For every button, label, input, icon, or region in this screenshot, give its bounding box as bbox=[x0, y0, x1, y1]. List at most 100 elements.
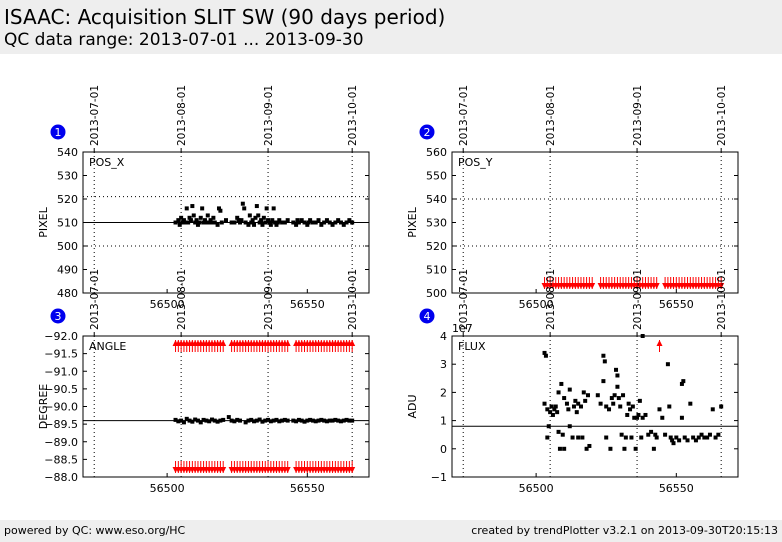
data-point bbox=[188, 218, 193, 223]
data-point bbox=[685, 438, 690, 443]
x-tick-label: 56500 bbox=[150, 482, 185, 495]
y-tick-label: −91.0 bbox=[44, 365, 78, 378]
data-point bbox=[208, 218, 213, 223]
y-axis-label: PIXEL bbox=[406, 206, 419, 237]
x-tick-label: 56550 bbox=[659, 298, 694, 311]
data-point bbox=[266, 218, 271, 223]
data-point bbox=[218, 418, 223, 423]
data-point bbox=[336, 418, 341, 423]
y-multiplier: 1e7 bbox=[452, 322, 473, 335]
data-point bbox=[204, 220, 209, 225]
date-tick-label: 2013-09-01 bbox=[263, 85, 275, 146]
outlier-arrowhead-down bbox=[653, 283, 660, 289]
y-tick-label: 500 bbox=[426, 287, 447, 300]
parameter-label: POS_Y bbox=[458, 156, 493, 169]
data-point bbox=[285, 418, 290, 423]
data-point bbox=[653, 432, 658, 437]
data-point bbox=[243, 420, 248, 425]
data-point bbox=[246, 222, 251, 227]
data-point bbox=[235, 215, 240, 220]
data-point bbox=[277, 419, 282, 424]
data-point bbox=[201, 220, 206, 225]
date-tick-label: 2013-09-01 bbox=[263, 269, 275, 330]
data-point bbox=[232, 419, 237, 424]
data-point bbox=[184, 416, 189, 421]
data-point bbox=[254, 418, 259, 423]
panel-badge bbox=[419, 308, 435, 324]
panel-badge bbox=[50, 308, 66, 324]
date-tick-label: 2013-10-01 bbox=[347, 85, 359, 146]
footer-powered-by: powered by QC: www.eso.org/HC bbox=[4, 524, 186, 537]
data-point bbox=[545, 407, 550, 412]
data-point bbox=[654, 435, 659, 440]
data-point bbox=[198, 420, 203, 425]
panel-badge-number: 3 bbox=[55, 310, 62, 323]
y-tick-label: 510 bbox=[426, 264, 447, 277]
data-point bbox=[646, 432, 651, 437]
panel-badge-number: 2 bbox=[424, 126, 431, 139]
panel-badge-number: 1 bbox=[55, 126, 62, 139]
data-point bbox=[602, 359, 607, 364]
data-point bbox=[660, 415, 665, 420]
outlier-arrowhead-down bbox=[589, 283, 596, 289]
data-point bbox=[632, 415, 637, 420]
data-point bbox=[580, 435, 585, 440]
data-point bbox=[264, 206, 269, 211]
data-point bbox=[550, 412, 555, 417]
date-tick-label: 2013-08-01 bbox=[545, 85, 557, 146]
data-point bbox=[347, 218, 352, 223]
data-point bbox=[219, 220, 224, 225]
outlier-arrowhead-down bbox=[284, 467, 291, 473]
data-point bbox=[229, 220, 234, 225]
data-point bbox=[221, 417, 226, 422]
data-point bbox=[193, 417, 198, 422]
data-point bbox=[598, 401, 603, 406]
data-point bbox=[308, 218, 313, 223]
data-point bbox=[268, 222, 273, 227]
data-point bbox=[545, 435, 550, 440]
data-point bbox=[691, 435, 696, 440]
data-point bbox=[256, 213, 261, 218]
y-tick-label: 490 bbox=[57, 264, 78, 277]
data-point bbox=[601, 379, 606, 384]
data-point bbox=[250, 218, 255, 223]
data-point bbox=[316, 218, 321, 223]
y-tick-label: 530 bbox=[57, 170, 78, 183]
data-point bbox=[350, 418, 355, 423]
data-point bbox=[696, 435, 701, 440]
data-point bbox=[275, 220, 280, 225]
data-point bbox=[218, 208, 223, 213]
data-point bbox=[238, 220, 243, 225]
data-point bbox=[246, 418, 251, 423]
data-point bbox=[338, 419, 343, 424]
date-tick-label: 2013-08-01 bbox=[176, 85, 188, 146]
data-point bbox=[207, 220, 212, 225]
y-tick-label: 520 bbox=[426, 240, 447, 253]
date-tick-label: 2013-07-01 bbox=[89, 85, 101, 146]
data-point bbox=[552, 407, 557, 412]
chart-panel-4: 2013-07-01 2013-08-01 2013-09-01 2013-10-01… bbox=[406, 269, 739, 495]
data-point bbox=[200, 206, 205, 211]
data-point bbox=[616, 396, 621, 401]
data-point bbox=[212, 418, 217, 423]
outlier-arrowhead-up bbox=[220, 340, 227, 346]
date-tick-label: 2013-09-01 bbox=[632, 269, 644, 330]
data-point bbox=[578, 404, 583, 409]
data-point bbox=[261, 215, 266, 220]
data-point bbox=[306, 220, 311, 225]
plot-frame bbox=[451, 335, 739, 478]
data-point bbox=[640, 415, 645, 420]
data-point bbox=[282, 220, 287, 225]
data-point bbox=[310, 220, 315, 225]
data-point bbox=[336, 218, 341, 223]
data-point bbox=[657, 407, 662, 412]
data-point bbox=[630, 404, 635, 409]
data-point bbox=[296, 417, 301, 422]
x-tick-label: 56550 bbox=[290, 482, 325, 495]
data-point bbox=[562, 396, 567, 401]
data-point bbox=[557, 446, 562, 451]
data-point bbox=[619, 432, 624, 437]
data-point bbox=[305, 418, 310, 423]
data-point bbox=[194, 218, 199, 223]
footer-created-by: created by trendPlotter v3.2.1 on 2013-0… bbox=[471, 524, 778, 537]
